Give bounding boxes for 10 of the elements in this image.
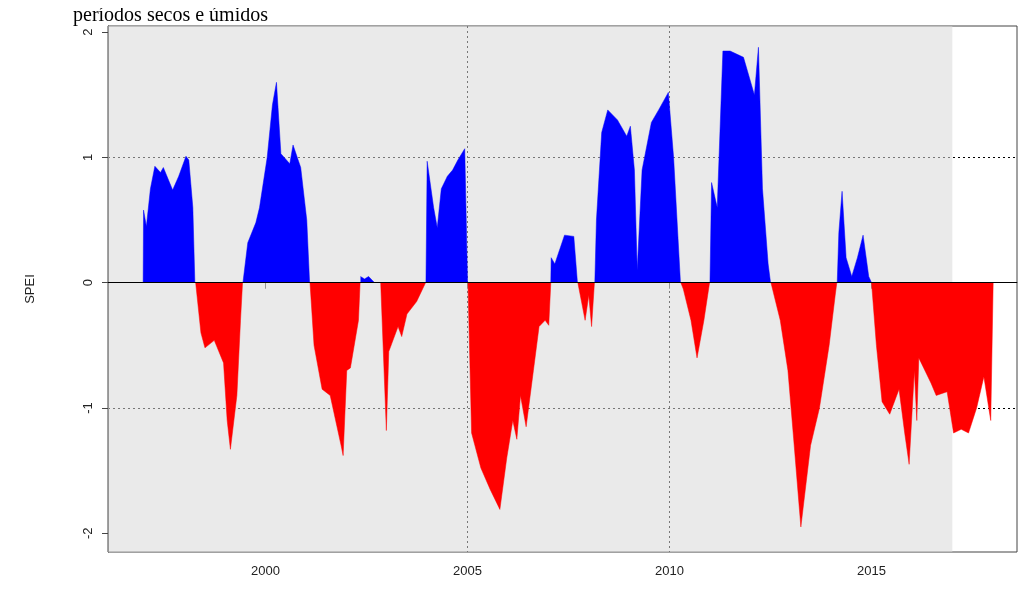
y-tick-label: 2 [80,28,95,36]
y-tick-label: -2 [80,527,95,539]
y-tick-label: 0 [80,279,95,287]
x-tick-label: 2005 [453,563,483,578]
y-axis-title: SPEI [22,274,37,304]
x-tick-label: 2000 [251,563,281,578]
x-tick-label: 2010 [655,563,685,578]
y-tick-label: 1 [80,153,95,162]
y-tick-label: -1 [80,402,95,414]
x-tick-label: 2015 [857,563,887,578]
